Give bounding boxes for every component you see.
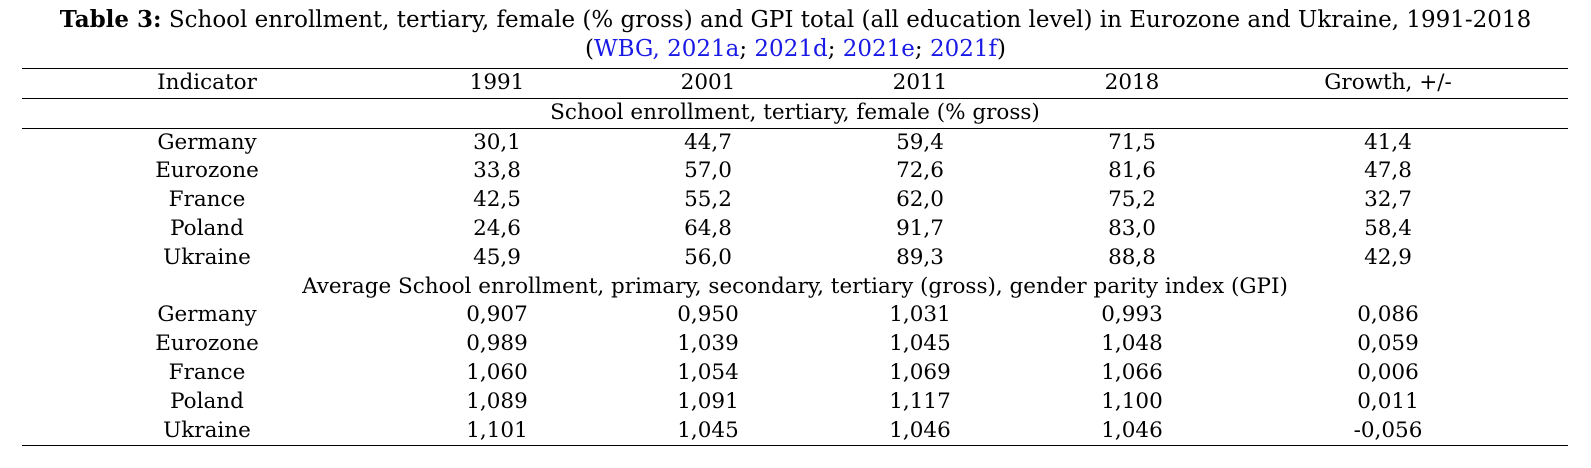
table-row: Ukraine 45,9 56,0 89,3 88,8 42,9 — [22, 244, 1568, 273]
table-cell-value: 32,7 — [1364, 187, 1412, 213]
table-cell-value: 30,1 — [473, 129, 521, 155]
table-row: Poland 1,089 1,091 1,117 1,100 0,011 — [22, 388, 1568, 417]
table-row: Eurozone 33,8 57,0 72,6 81,6 47,8 — [22, 157, 1568, 186]
table-cell-value: 62,0 — [896, 187, 944, 213]
table-cell-value: 71,5 — [1108, 129, 1156, 155]
table-cell-value: 0,950 — [677, 302, 739, 328]
table-header: Indicator 1991 2001 2011 2018 Growth, +/… — [22, 68, 1568, 99]
table-cell-value: 47,8 — [1364, 158, 1412, 184]
table-row: Germany 0,907 0,950 1,031 0,993 0,086 — [22, 301, 1568, 330]
row-label-country: Ukraine — [22, 416, 392, 447]
table-cell-value: 58,4 — [1364, 215, 1412, 241]
table-cell-value: 1,031 — [889, 302, 951, 328]
table-cell-value: 45,9 — [473, 244, 521, 270]
table-cell-value: 1,054 — [677, 359, 739, 385]
caption-ref-separator: ; — [914, 36, 930, 62]
caption-ref-separator: ; — [827, 36, 843, 62]
table-cell-value: 0,907 — [466, 302, 528, 328]
table-row: Germany 30,1 44,7 59,4 71,5 41,4 — [22, 128, 1568, 157]
table-cell-value: 1,060 — [466, 359, 528, 385]
caption-label: Table 3: — [59, 6, 162, 33]
column-header-1991: 1991 — [392, 68, 602, 99]
table-cell-value: 56,0 — [684, 244, 732, 270]
caption-ref-link[interactable]: WBG, 2021a — [593, 36, 740, 62]
column-header-growth: Growth, +/- — [1238, 68, 1568, 99]
table-cell-value: 75,2 — [1108, 187, 1156, 213]
table-cell-value: 89,3 — [896, 244, 944, 270]
table-cell-value: 24,6 — [473, 215, 521, 241]
table-cell-value: 41,4 — [1364, 129, 1412, 155]
table-cell-value: 0,993 — [1101, 302, 1163, 328]
column-header-indicator: Indicator — [22, 68, 392, 99]
table-cell-value: 91,7 — [896, 215, 944, 241]
table-cell-value: -0,056 — [1238, 416, 1568, 447]
column-header-2001: 2001 — [602, 68, 814, 99]
table-cell-value: 55,2 — [684, 187, 732, 213]
section-title: School enrollment, tertiary, female (% g… — [22, 98, 1568, 129]
table-cell-value: 83,0 — [1108, 215, 1156, 241]
table-cell-value: 0,989 — [466, 331, 528, 357]
table-cell-value: 0,006 — [1357, 359, 1419, 385]
row-label-country: Poland — [170, 215, 244, 241]
table-cell-value: 1,039 — [677, 331, 739, 357]
table-cell-value: 1,069 — [889, 359, 951, 385]
section-header-row: Average School enrollment, primary, seco… — [22, 273, 1568, 302]
table-cell-value: 44,7 — [684, 129, 732, 155]
table-cell-value: 72,6 — [896, 158, 944, 184]
table-cell-value: 57,0 — [684, 158, 732, 184]
column-header-2011: 2011 — [814, 68, 1026, 99]
caption-open-paren: ( — [584, 36, 594, 62]
column-header-2018: 2018 — [1026, 68, 1238, 99]
table-cell-value: 1,117 — [889, 388, 951, 414]
row-label-country: France — [168, 359, 246, 385]
table-cell-value: 1,066 — [1101, 359, 1163, 385]
table-cell-value: 64,8 — [684, 215, 732, 241]
table-cell-value: 1,089 — [466, 388, 528, 414]
caption-ref-link[interactable]: 2021f — [929, 36, 998, 62]
table-cell-value: 59,4 — [896, 129, 944, 155]
table-cell-value: 1,045 — [889, 331, 951, 357]
row-label-country: Germany — [157, 302, 257, 328]
table-cell-value: 0,086 — [1357, 302, 1419, 328]
row-label-country: Ukraine — [163, 244, 251, 270]
table-row: France 1,060 1,054 1,069 1,066 0,006 — [22, 359, 1568, 388]
caption-line-1: Table 3: School enrollment, tertiary, fe… — [0, 5, 1591, 35]
caption-ref-link[interactable]: 2021e — [842, 36, 915, 62]
header-row: Indicator 1991 2001 2011 2018 Growth, +/… — [22, 68, 1568, 99]
table-cell-value: 0,059 — [1357, 331, 1419, 357]
table-cell-value: 1,048 — [1101, 331, 1163, 357]
row-label-country: Eurozone — [155, 331, 259, 357]
data-table: Indicator 1991 2001 2011 2018 Growth, +/… — [22, 68, 1568, 447]
caption-close-paren: ) — [997, 36, 1006, 62]
table-cell-value: 1,046 — [1026, 416, 1238, 447]
table-cell-value: 0,011 — [1357, 388, 1419, 414]
table-cell-value: 1,091 — [677, 388, 739, 414]
caption-ref-separator: ; — [739, 36, 755, 62]
row-label-country: Eurozone — [155, 158, 259, 184]
section-title: Average School enrollment, primary, seco… — [302, 273, 1288, 299]
table-cell-value: 1,101 — [392, 416, 602, 447]
table-cell-value: 1,045 — [602, 416, 814, 447]
table-cell-value: 42,9 — [1364, 244, 1412, 270]
table-row: Eurozone 0,989 1,039 1,045 1,048 0,059 — [22, 330, 1568, 359]
table-row: France 42,5 55,2 62,0 75,2 32,7 — [22, 186, 1568, 215]
table-row: Ukraine 1,101 1,045 1,046 1,046 -0,056 — [22, 416, 1568, 447]
section-header-row: School enrollment, tertiary, female (% g… — [22, 98, 1568, 129]
table-row: Poland 24,6 64,8 91,7 83,0 58,4 — [22, 215, 1568, 244]
row-label-country: France — [168, 187, 246, 213]
caption-line-2: (WBG, 2021a; 2021d; 2021e; 2021f) — [0, 35, 1591, 64]
caption-ref-link[interactable]: 2021d — [754, 36, 828, 62]
table-cell-value: 33,8 — [473, 158, 521, 184]
caption-title: School enrollment, tertiary, female (% g… — [168, 7, 1532, 33]
row-label-country: Poland — [170, 388, 244, 414]
row-label-country: Germany — [157, 129, 257, 155]
table-cell-value: 88,8 — [1108, 244, 1156, 270]
table-cell-value: 42,5 — [473, 187, 521, 213]
table-body: School enrollment, tertiary, female (% g… — [22, 98, 1568, 447]
table-cell-value: 1,100 — [1101, 388, 1163, 414]
table-caption: Table 3: School enrollment, tertiary, fe… — [0, 5, 1591, 64]
table-cell-value: 81,6 — [1108, 158, 1156, 184]
table-cell-value: 1,046 — [814, 416, 1026, 447]
